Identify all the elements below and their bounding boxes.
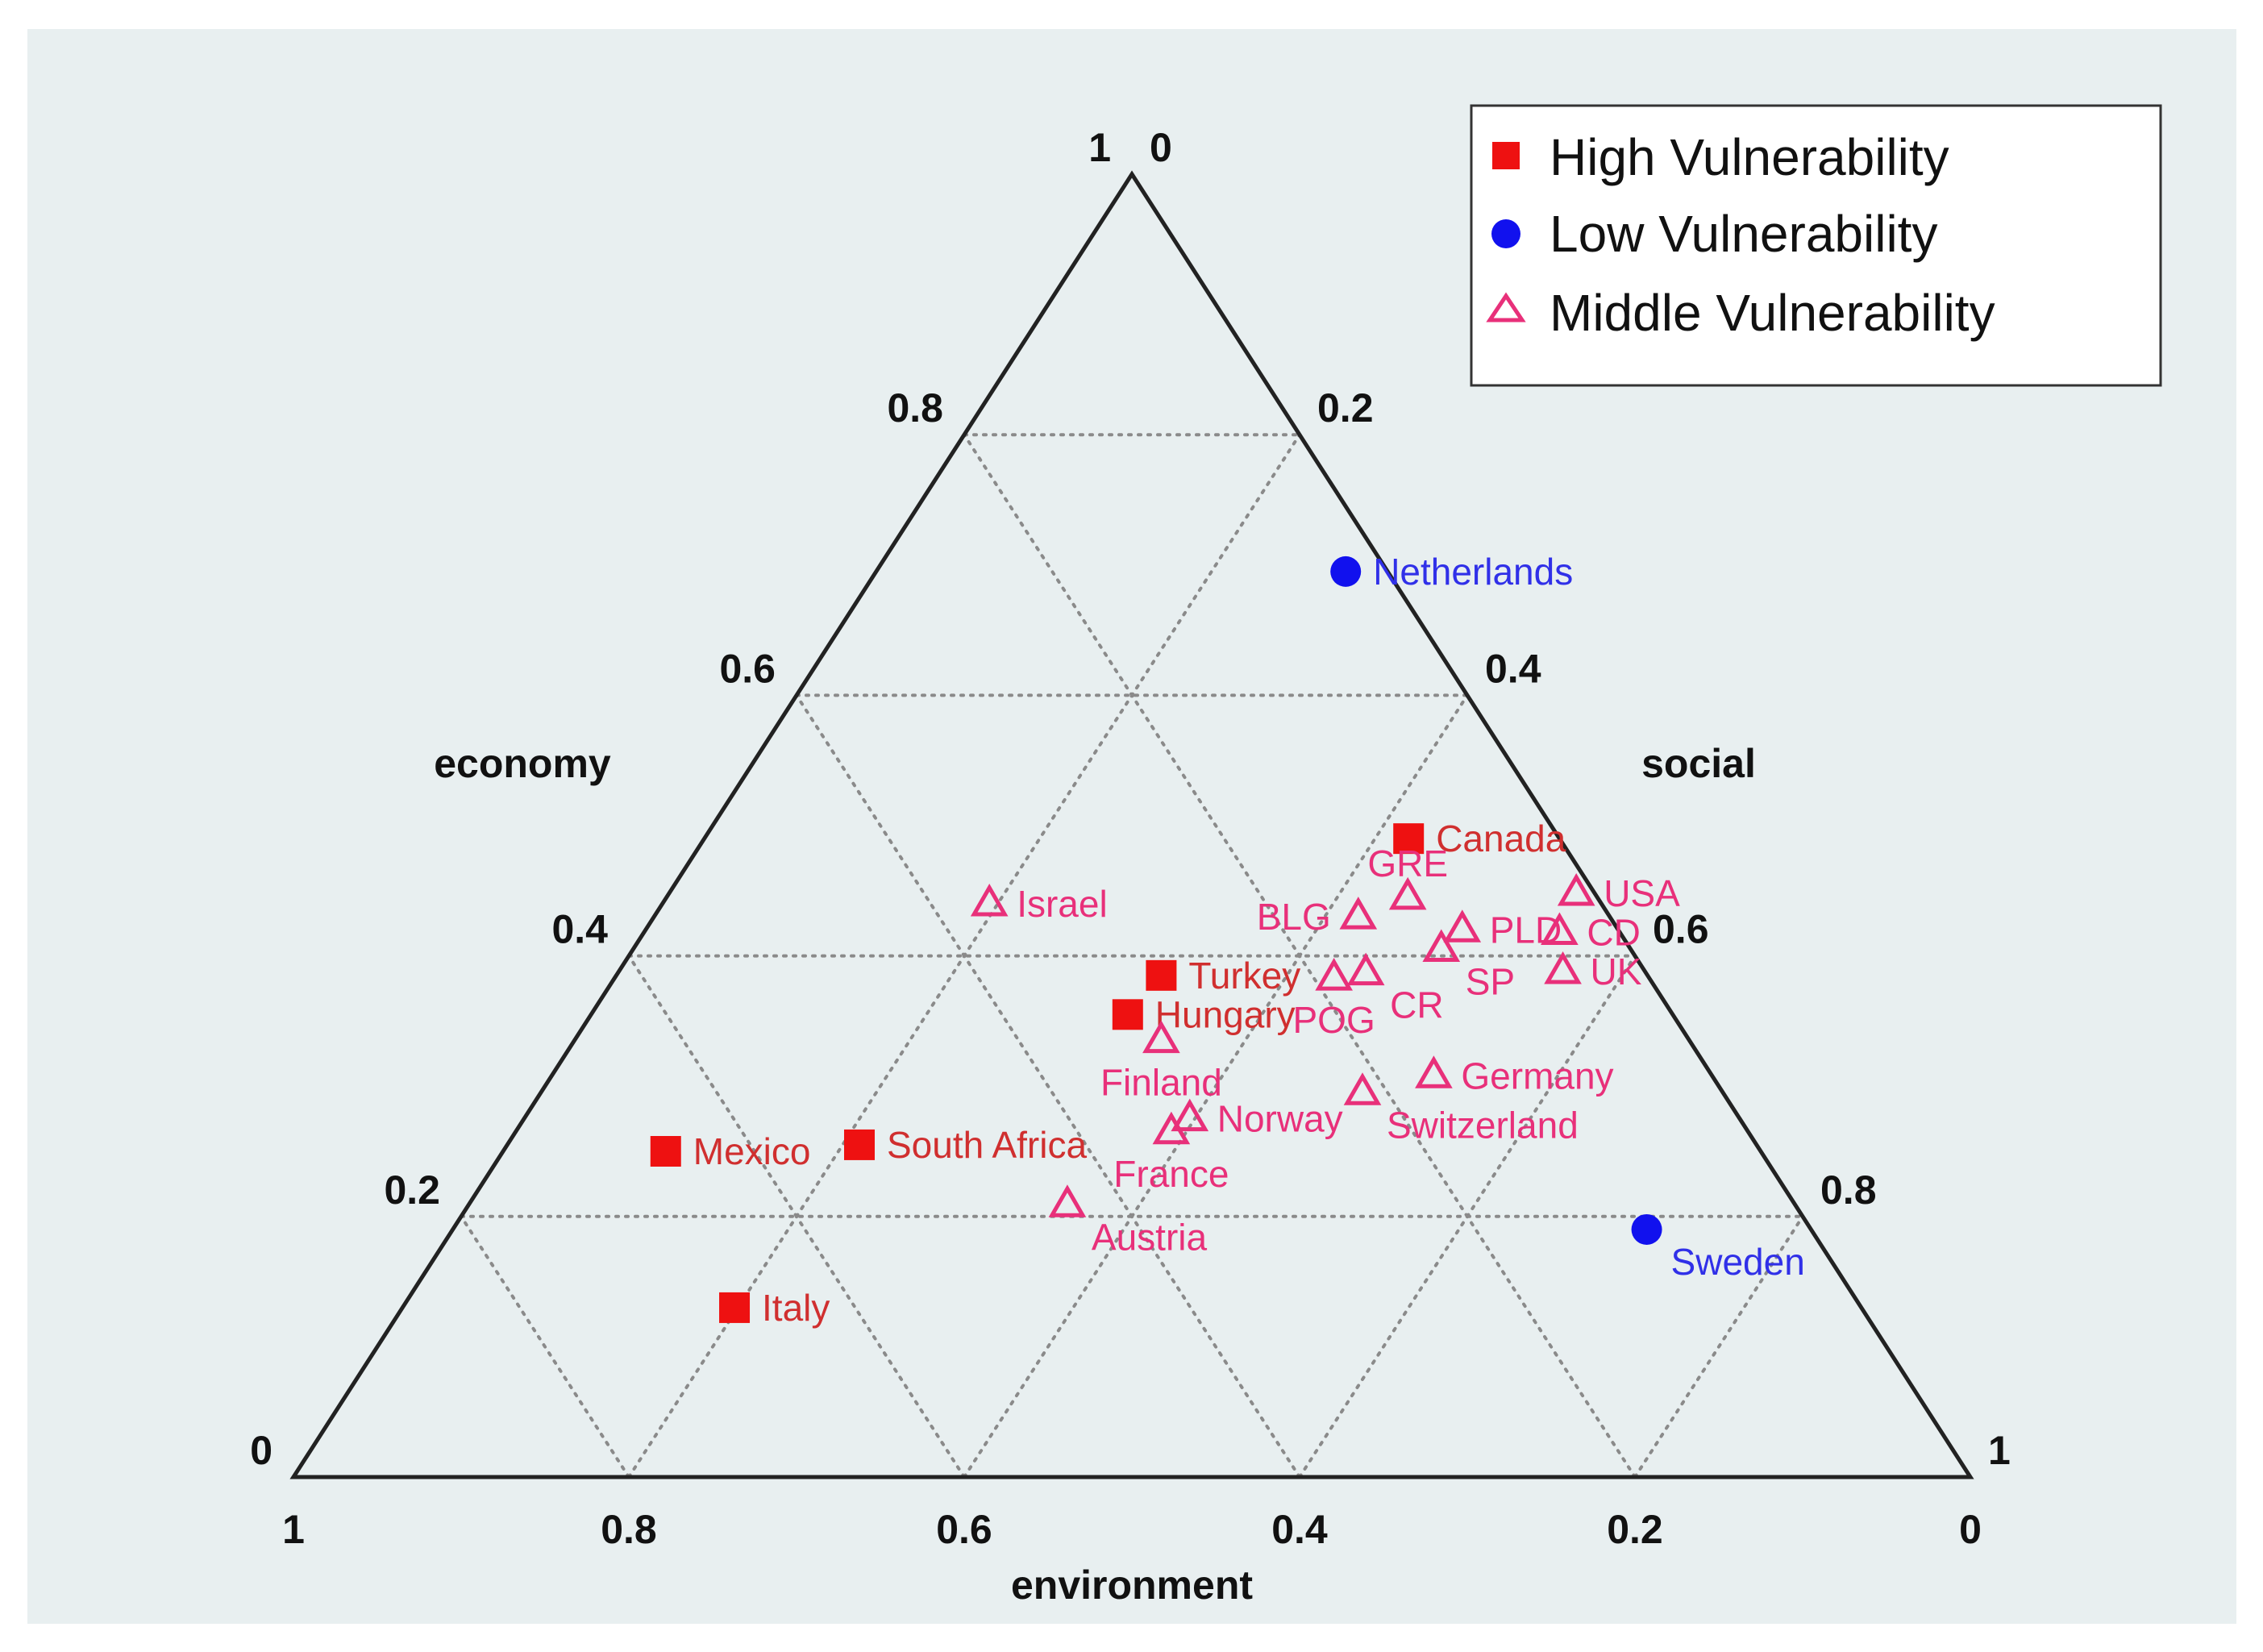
economy-tick-0.2: 0.2 [384, 1167, 440, 1213]
legend: High Vulnerability Low Vulnerability Mid… [1470, 104, 2162, 387]
point-label-italy: Italy [762, 1287, 830, 1329]
point-pld [1443, 909, 1482, 943]
gridline-environment-0.6 [627, 954, 966, 1479]
point-label-norway: Norway [1217, 1098, 1343, 1140]
point-label-finland: Finland [1100, 1062, 1222, 1104]
social-tick-0.4: 0.4 [1485, 646, 1541, 691]
point-sweden [1631, 1213, 1662, 1245]
environment-tick-0.6: 0.6 [936, 1507, 992, 1552]
gridline-social-0.8 [1633, 1214, 1804, 1479]
point-israel [970, 883, 1009, 917]
point-label-hungary: Hungary [1155, 993, 1296, 1035]
point-label-switzerland: Switzerland [1387, 1104, 1579, 1146]
point-label-israel: Israel [1017, 883, 1107, 925]
gridline-social-0.6 [1298, 954, 1637, 1479]
point-usa [1557, 873, 1595, 906]
legend-high-marker [1492, 142, 1520, 169]
social-tick-0.2: 0.2 [1317, 385, 1374, 431]
point-label-sp: SP [1466, 961, 1515, 1003]
legend-box [1470, 104, 2162, 387]
point-germany [1415, 1055, 1453, 1088]
point-label-cr: CR [1390, 984, 1443, 1026]
economy-axis-title: economy [434, 741, 611, 786]
gridline-environment-0.8 [460, 1214, 630, 1479]
point-label-mexico: Mexico [693, 1130, 811, 1172]
point-austria [1048, 1184, 1087, 1217]
social-tick-0.6: 0.6 [1653, 907, 1709, 952]
point-switzerland [1343, 1072, 1382, 1105]
environment-tick-0.4: 0.4 [1271, 1507, 1328, 1552]
point-cd [1541, 912, 1579, 946]
environment-tick-0: 0 [1959, 1507, 1982, 1552]
point-finland [1142, 1020, 1180, 1054]
environment-tick-0.2: 0.2 [1607, 1507, 1663, 1552]
economy-tick-0.8: 0.8 [887, 385, 943, 431]
point-gre [1388, 876, 1427, 910]
point-hungary [1112, 999, 1143, 1030]
point-netherlands [1330, 556, 1362, 587]
point-blg [1339, 897, 1378, 930]
point-label-gre: GRE [1367, 843, 1448, 884]
economy-tick-1: 1 [1088, 125, 1111, 170]
point-label-cd: CD [1587, 912, 1640, 954]
gridline-social-0.4 [963, 693, 1469, 1479]
economy-tick-0.6: 0.6 [719, 646, 776, 691]
point-label-blg: BLG [1257, 896, 1331, 938]
environment-tick-1: 1 [282, 1507, 305, 1552]
point-mexico [650, 1136, 681, 1167]
point-label-pog: POG [1293, 999, 1375, 1041]
point-turkey [1146, 959, 1177, 991]
social-tick-0: 0 [1150, 125, 1172, 170]
economy-tick-0.4: 0.4 [551, 907, 608, 952]
point-cr [1346, 952, 1385, 986]
point-uk [1544, 951, 1582, 984]
point-norway [1171, 1098, 1209, 1132]
legend-middle-label: Middle Vulnerability [1550, 284, 1995, 342]
gridline-environment-0.4 [795, 693, 1301, 1479]
social-axis-title: social [1641, 741, 1756, 786]
point-label-canada: Canada [1436, 818, 1566, 859]
point-label-germany: Germany [1461, 1055, 1613, 1096]
point-label-sweden: Sweden [1671, 1241, 1805, 1283]
social-tick-1: 1 [1988, 1428, 2011, 1473]
point-pog [1315, 958, 1353, 991]
environment-tick-0.8: 0.8 [601, 1507, 657, 1552]
point-italy [719, 1292, 751, 1323]
point-label-turkey: Turkey [1188, 955, 1300, 997]
legend-middle-marker [1486, 292, 1526, 322]
point-label-austria: Austria [1092, 1216, 1208, 1258]
legend-low-marker [1491, 219, 1520, 248]
environment-axis-title: environment [1011, 1563, 1253, 1608]
point-label-netherlands: Netherlands [1373, 551, 1573, 593]
point-south-africa [844, 1129, 875, 1160]
point-label-south-africa: South Africa [887, 1124, 1087, 1166]
point-france [1152, 1111, 1191, 1145]
ternary-triangle [289, 170, 1974, 1479]
economy-tick-0: 0 [250, 1428, 272, 1473]
point-label-france: France [1113, 1153, 1229, 1195]
social-tick-0.8: 0.8 [1820, 1167, 1877, 1213]
point-label-usa: USA [1604, 872, 1680, 914]
legend-high-label: High Vulnerability [1550, 128, 1949, 186]
point-canada [1393, 823, 1425, 855]
point-label-uk: UK [1591, 951, 1642, 992]
legend-low-label: Low Vulnerability [1550, 205, 1937, 263]
point-sp [1422, 929, 1461, 963]
